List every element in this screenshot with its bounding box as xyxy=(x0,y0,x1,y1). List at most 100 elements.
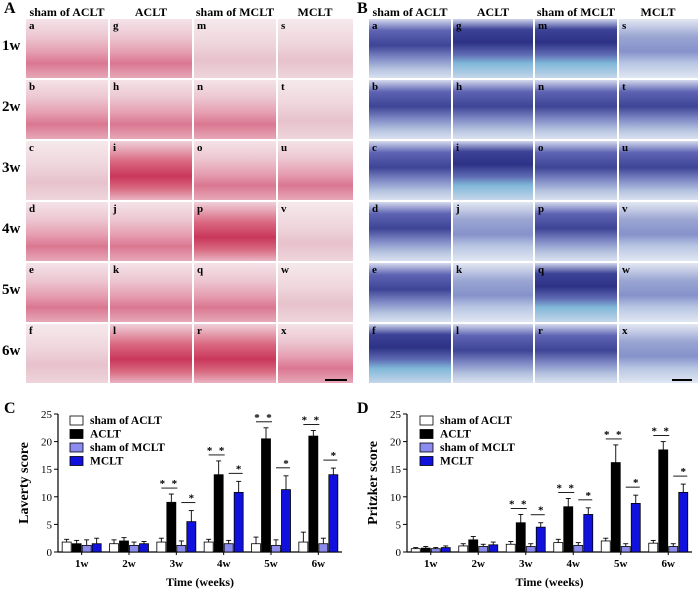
legend-swatch xyxy=(419,415,434,426)
he-tile-q: q xyxy=(194,263,276,322)
bar-mclt xyxy=(535,526,546,553)
tile-letter: q xyxy=(197,264,204,276)
significance-star: * xyxy=(302,415,308,427)
he-tile-l: l xyxy=(110,324,192,383)
legend-swatch xyxy=(69,429,84,439)
y-tick-label: 5 xyxy=(47,519,53,531)
significance-star: * xyxy=(254,412,260,424)
y-tick-label: 10 xyxy=(41,492,53,504)
significance-star: * xyxy=(633,477,639,489)
tile-letter: d xyxy=(372,203,379,215)
he-tile-w: w xyxy=(278,263,353,322)
legend-label: sham of ACLT xyxy=(90,415,162,427)
significance-star: * xyxy=(236,463,242,475)
legend-swatch xyxy=(419,456,434,466)
tile-letter: b xyxy=(372,81,379,93)
tb-tile-k: k xyxy=(453,263,533,322)
tile-letter: w xyxy=(281,264,289,276)
row-label-5w: 5w xyxy=(2,282,21,298)
bar-sham-of-aclt xyxy=(61,541,72,553)
x-tick-label: 5w xyxy=(614,558,628,570)
significance-star: * xyxy=(652,426,658,438)
tile-letter: f xyxy=(29,325,33,337)
tb-tile-b: b xyxy=(369,80,451,139)
tile-letter: s xyxy=(622,20,627,32)
he-tile-s: s xyxy=(278,19,353,78)
he-tile-t: t xyxy=(278,80,353,139)
bar-mclt xyxy=(233,491,244,553)
significance-star: * xyxy=(557,482,563,494)
laverty-score-chart: 0 5 10 15 20 25 Laverty score Time (weeks) 1w 2w 3… xyxy=(17,409,342,589)
tile-letter: u xyxy=(622,142,629,154)
bar-aclt xyxy=(563,506,574,553)
bar-mclt xyxy=(328,474,339,553)
bar-mclt xyxy=(488,544,499,553)
tile-letter: v xyxy=(281,203,287,215)
tb-tile-w: w xyxy=(619,263,698,322)
legend-label: ACLT xyxy=(90,429,121,441)
bar-aclt xyxy=(213,474,224,553)
tile-letter: f xyxy=(372,325,376,337)
tile-letter: a xyxy=(29,20,35,32)
row-label-6w: 6w xyxy=(2,343,21,359)
y-tick-label: 25 xyxy=(390,409,402,421)
he-tile-h: h xyxy=(110,80,192,139)
legend-swatch xyxy=(69,442,84,453)
bar-sham-of-mclt xyxy=(620,546,631,553)
tile-letter: r xyxy=(538,325,543,337)
he-tile-x: x xyxy=(278,324,353,383)
tile-letter: l xyxy=(113,325,117,337)
y-tick-label: 25 xyxy=(41,409,53,421)
legend-swatch xyxy=(419,429,434,439)
significance-star: * xyxy=(219,445,225,457)
bar-sham-of-aclt xyxy=(156,541,167,553)
tile-letter: r xyxy=(197,325,202,337)
bar-sham-of-mclt xyxy=(223,543,234,553)
tile-letter: a xyxy=(372,20,378,32)
significance-star: * xyxy=(509,498,515,510)
y-tick-label: 0 xyxy=(396,547,402,559)
x-tick-label: 6w xyxy=(312,558,326,570)
y-tick-label: 0 xyxy=(47,547,53,559)
bar-sham-of-aclt xyxy=(410,548,421,553)
legend-label: sham of MCLT xyxy=(90,442,165,454)
significance-star: * xyxy=(207,445,213,457)
tile-letter: k xyxy=(456,264,463,276)
he-tile-i: i xyxy=(110,141,192,200)
he-tile-u: u xyxy=(278,141,353,200)
he-tile-n: n xyxy=(194,80,276,139)
x-axis-label: Time (weeks) xyxy=(515,575,583,589)
bar-aclt xyxy=(166,501,177,553)
he-tile-g: g xyxy=(110,19,192,78)
tile-letter: h xyxy=(456,81,463,93)
tb-tile-f: f xyxy=(369,324,451,383)
bar-sham-of-aclt xyxy=(251,543,261,553)
tile-letter: t xyxy=(281,81,285,93)
b-col-header-sham-aclt: sham of ACLT xyxy=(372,5,448,19)
he-tile-p: p xyxy=(194,202,276,261)
tb-tile-e: e xyxy=(369,263,451,322)
significance-star: * xyxy=(538,505,544,517)
bar-aclt xyxy=(71,543,82,553)
tile-letter: n xyxy=(538,81,545,93)
significance-star: * xyxy=(586,490,592,502)
a-col-header-mclt: MCLT xyxy=(297,5,333,19)
x-tick-label: 4w xyxy=(567,558,581,570)
bar-sham-of-mclt xyxy=(271,544,281,553)
scale-bar-b xyxy=(672,379,692,381)
bar-sham-of-mclt xyxy=(176,544,187,553)
panel-letter-a: A xyxy=(4,0,16,17)
tb-tile-u: u xyxy=(619,141,698,200)
bar-sham-of-mclt xyxy=(525,546,536,553)
tile-letter: v xyxy=(622,203,628,215)
tile-letter: i xyxy=(113,142,117,154)
legend-label: sham of MCLT xyxy=(440,442,515,454)
tb-tile-q: q xyxy=(535,263,617,322)
bar-sham-of-mclt xyxy=(573,544,584,553)
tile-letter: m xyxy=(197,20,207,32)
tile-letter: g xyxy=(456,20,462,32)
row-label-4w: 4w xyxy=(2,221,21,237)
tb-tile-j: j xyxy=(453,202,533,261)
bar-sham-of-aclt xyxy=(505,543,516,553)
bar-aclt xyxy=(119,540,129,553)
